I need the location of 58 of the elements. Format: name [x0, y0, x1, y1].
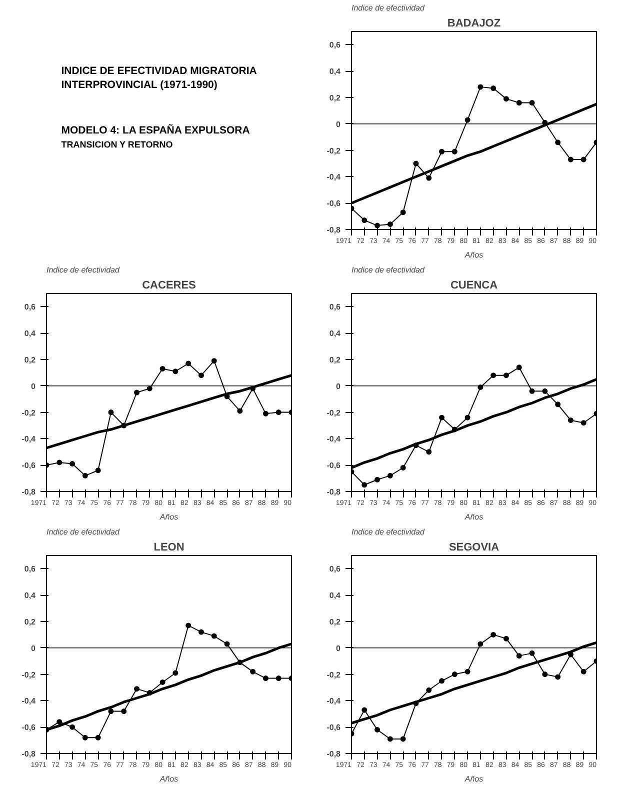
y-tick-label: -0,2 — [22, 408, 36, 418]
y-tick-label: -0,6 — [326, 461, 342, 470]
chart-title: SEGOVIA — [448, 542, 500, 554]
chart-title: CACERES — [142, 280, 196, 292]
y-tick-label: -0,2 — [326, 408, 342, 418]
x-axis-title: Años — [158, 774, 178, 784]
x-axis-title: Años — [464, 774, 484, 784]
y-tick-label: 0,4 — [329, 67, 342, 76]
y-tick-label: -0,6 — [22, 723, 36, 732]
y-tick-label: 0 — [31, 382, 36, 391]
y-tick-label: 0,2 — [329, 94, 342, 102]
y-tick-label: 0,6 — [24, 564, 36, 574]
y-tick-label: 0 — [31, 644, 36, 653]
y-tick-label: -0,4 — [326, 172, 342, 182]
x-axis-title: Años — [464, 512, 484, 522]
y-tick-label: -0,6 — [326, 199, 342, 208]
y-tick-label: -0,4 — [326, 696, 342, 706]
text: TRANSICION Y RETORNO — [61, 139, 173, 150]
y-tick-label: 0,2 — [329, 618, 342, 626]
x-axis-title: Años — [464, 250, 484, 260]
y-tick-label: 0,2 — [329, 356, 342, 364]
y-tick-label: 0,4 — [24, 591, 36, 600]
y-tick-label: 0,6 — [24, 302, 36, 312]
y-tick-label: -0,8 — [326, 226, 342, 234]
y-tick-label: -0,8 — [22, 750, 36, 758]
y-axis-title: Indice de efectividad — [352, 528, 425, 536]
y-tick-label: -0,8 — [22, 488, 36, 496]
text: INDICE DE EFECTIVIDAD MIGRATORIA INTERPROVINCIAL (1971-1990) — [61, 65, 258, 91]
y-tick-label: 0,6 — [329, 564, 342, 574]
y-tick-label: -0,4 — [22, 434, 36, 444]
y-axis-title: Indice de efectividad — [46, 528, 120, 536]
y-axis-title: Indice de efectividad — [46, 266, 120, 274]
y-axis-title: Indice de efectividad — [352, 266, 425, 274]
y-tick-label: -0,2 — [22, 670, 36, 680]
y-tick-label: -0,2 — [326, 670, 342, 680]
y-tick-label: -0,2 — [326, 146, 342, 156]
y-tick-label: 0 — [336, 382, 342, 391]
y-tick-label: 0,2 — [24, 618, 36, 626]
y-tick-label: 0 — [336, 120, 342, 129]
y-tick-label: 0,4 — [329, 591, 342, 600]
y-tick-label: -0,8 — [326, 488, 342, 496]
y-tick-label: -0,4 — [326, 434, 342, 444]
y-tick-label: 0,6 — [329, 302, 342, 312]
x-axis-title: Años — [158, 512, 178, 522]
y-tick-label: 0,6 — [329, 40, 342, 50]
chart-title: LEON — [154, 542, 184, 554]
y-tick-label: 0 — [336, 644, 342, 653]
y-axis-title: Indice de efectividad — [352, 4, 425, 12]
text: MODELO 4: LA ESPAÑA EXPULSORA — [61, 124, 250, 136]
y-tick-label: -0,6 — [22, 461, 36, 470]
y-tick-label: 0,2 — [24, 356, 36, 364]
y-tick-label: 0,4 — [24, 329, 36, 338]
y-tick-label: -0,8 — [326, 750, 342, 758]
y-tick-label: 0,4 — [329, 329, 342, 338]
chart-title: BADAJOZ — [447, 18, 501, 30]
y-tick-label: -0,4 — [22, 696, 36, 706]
chart-title: CUENCA — [450, 280, 498, 292]
y-tick-label: -0,6 — [326, 723, 342, 732]
